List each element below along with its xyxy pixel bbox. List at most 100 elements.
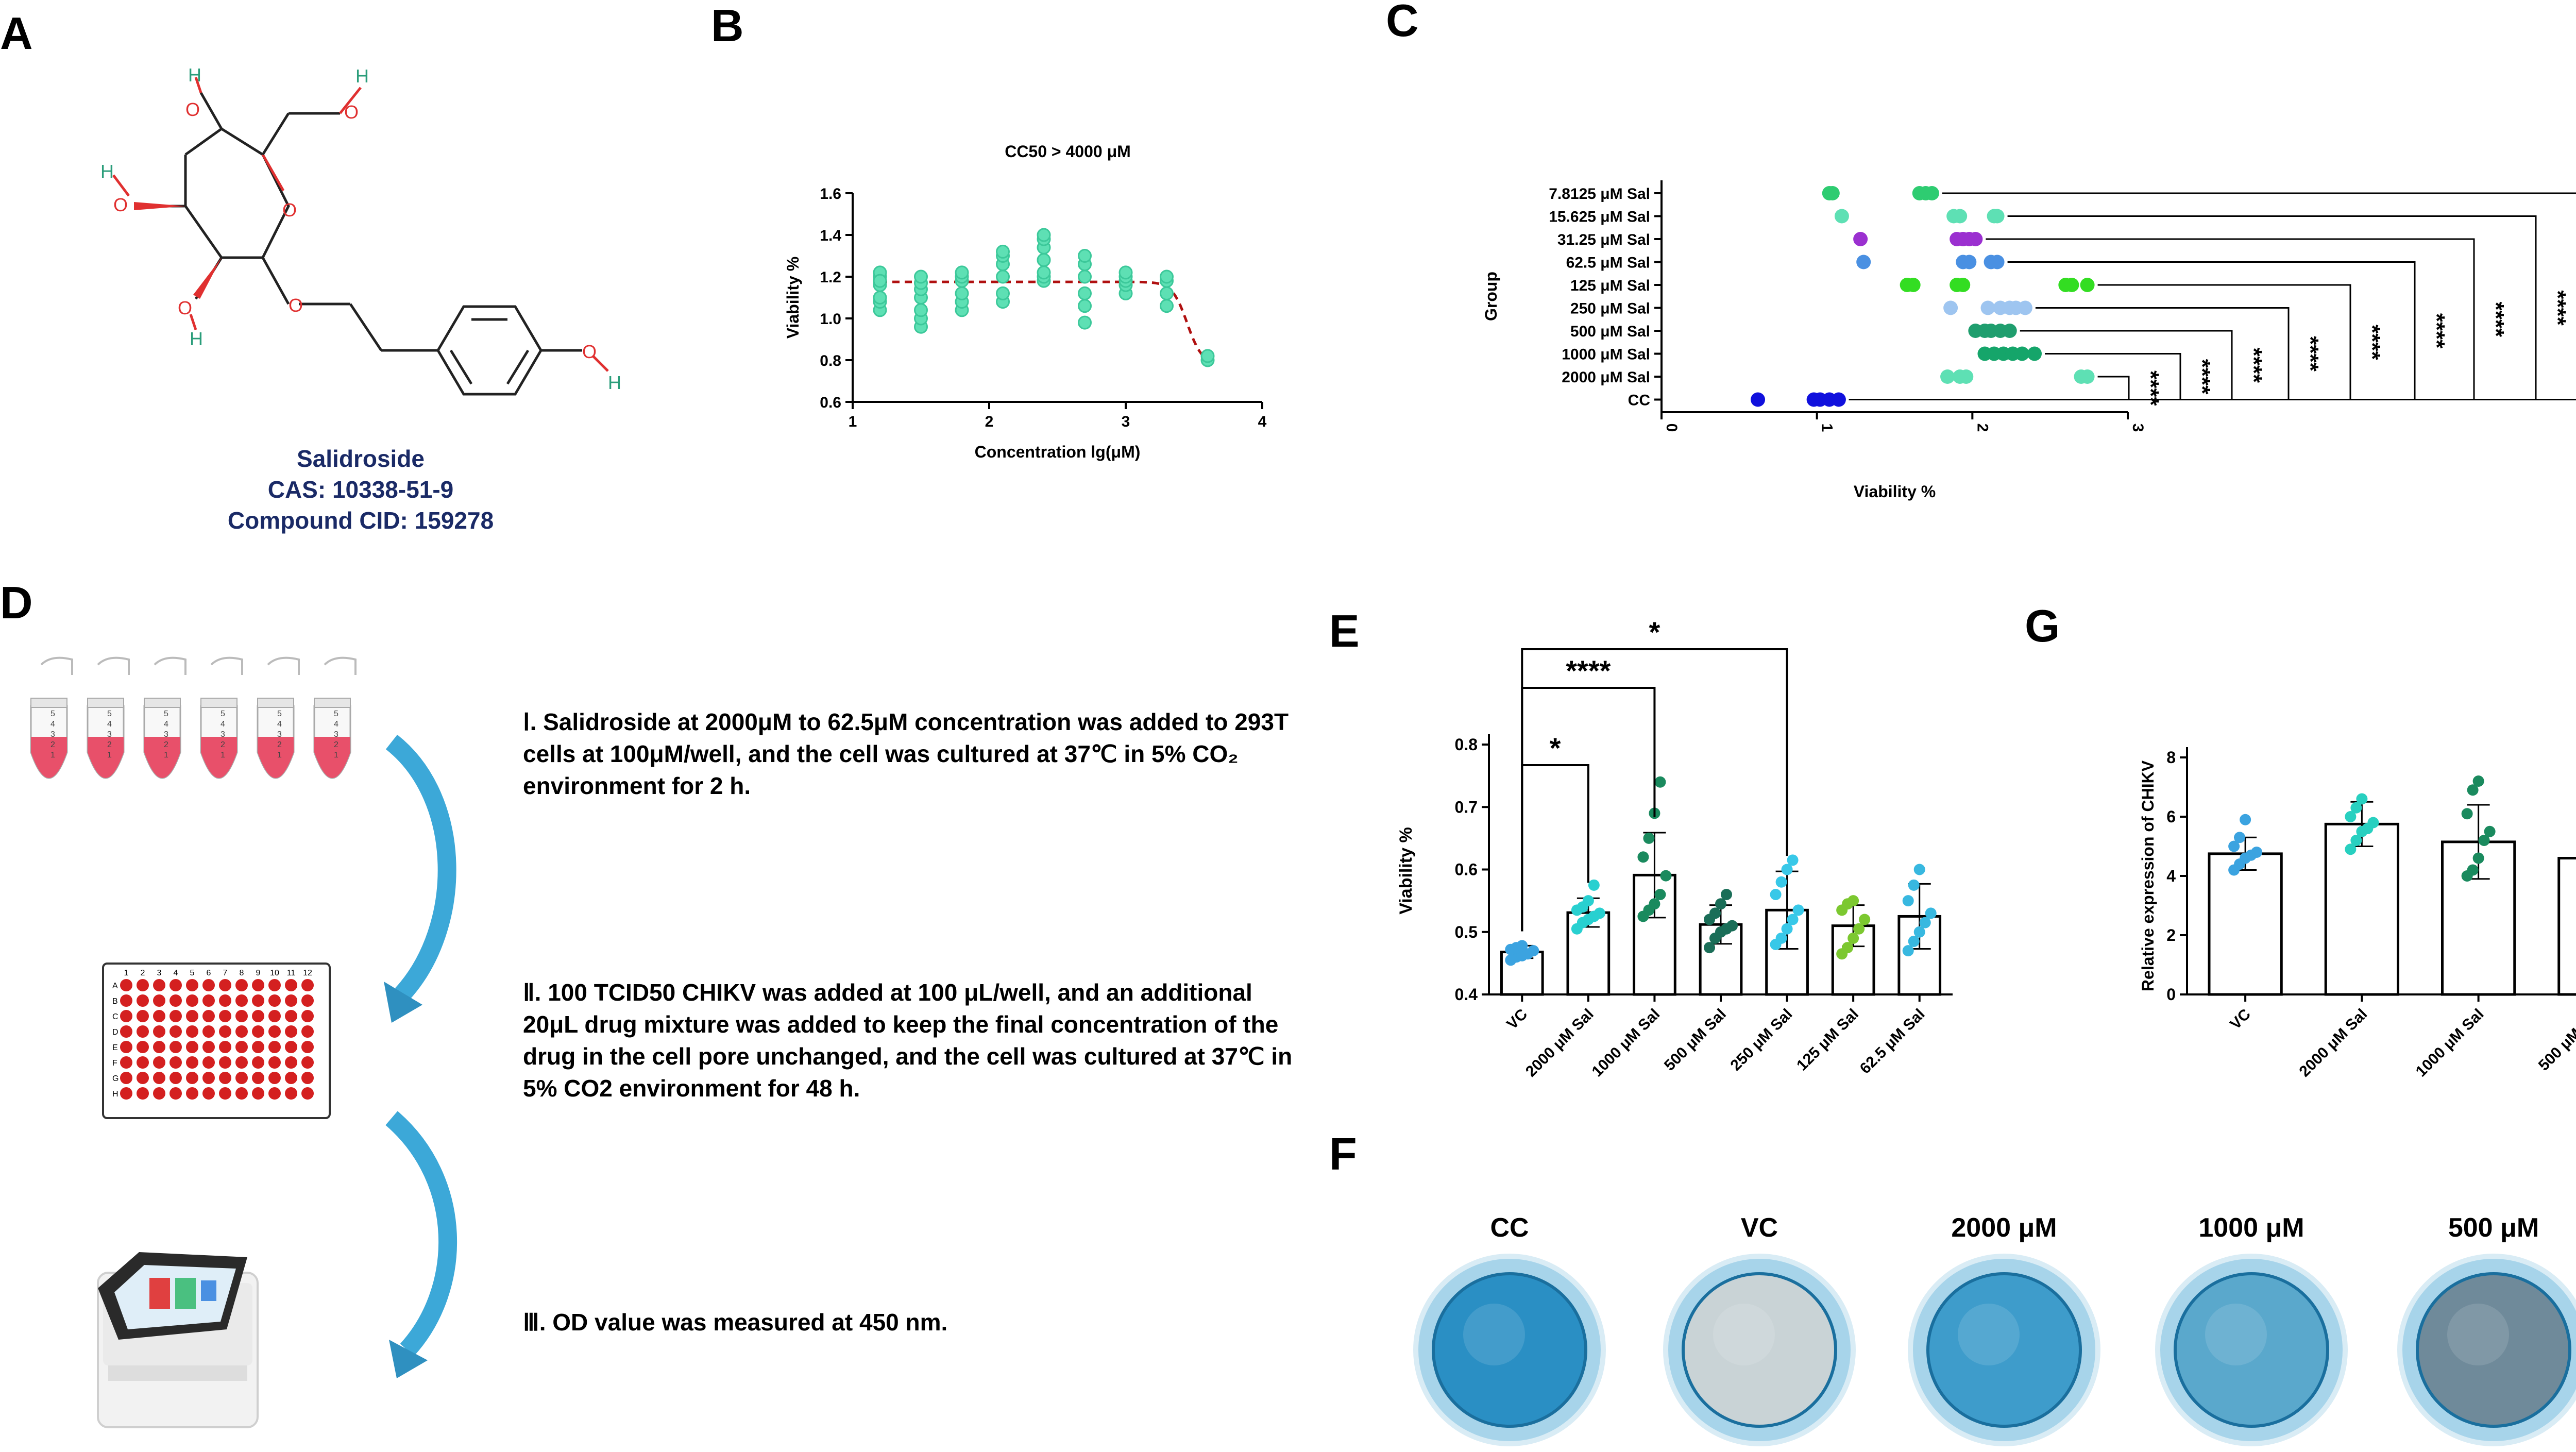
panelE-data-point: [1775, 876, 1787, 888]
f-well-highlight: [2205, 1304, 2267, 1365]
plate-well: [219, 979, 231, 991]
panelE-data-point: [1715, 898, 1726, 910]
plate-row-label: F: [112, 1059, 117, 1068]
panelG-bar: [2324, 822, 2400, 996]
f-well-highlight: [1463, 1304, 1525, 1365]
plate-well: [137, 1087, 149, 1100]
b-data-point: [873, 291, 887, 305]
plate-well: [301, 1056, 314, 1069]
c-data-point: [2027, 346, 2042, 361]
plate-well: [285, 1056, 297, 1069]
panel-b-cc50-chart: CC50 > 4000 μM 0.6 0.8 1.0 1.2 1.4 1.6 1 2 3 4 Conc…: [784, 142, 1267, 461]
f-well-inner: [2416, 1272, 2571, 1428]
panelE-data-point: [1859, 914, 1871, 925]
f-image-label: CC: [1490, 1213, 1529, 1243]
c-sig-bracket: [1849, 376, 2130, 400]
tube-mark: 1: [334, 751, 338, 759]
c-sig-label: ****: [2298, 336, 2323, 372]
panelG-data-point: [2234, 832, 2246, 843]
plate-well: [219, 1010, 231, 1022]
panelG-data-point: [2350, 802, 2362, 814]
plate-well: [186, 1041, 198, 1053]
plate-well: [285, 1072, 297, 1084]
plate-well: [153, 1025, 165, 1038]
glycosidic-bond: [261, 257, 290, 305]
c-data-point: [1968, 232, 1983, 246]
protocol-step-1: Ⅰ. Salidroside at 2000μM to 62.5μM conce…: [523, 708, 1289, 799]
panelE-data-point: [1848, 895, 1859, 907]
plate-well: [252, 1072, 264, 1084]
tube-rim: [314, 698, 351, 708]
plate-well: [153, 1087, 165, 1100]
plate-well: [153, 1010, 165, 1022]
plate-well: [285, 979, 297, 991]
panel-label-b: B: [711, 0, 744, 51]
panelG-ytick-label: 0: [2166, 985, 2176, 1004]
b-xlabel: Concentration lg(μM): [975, 443, 1141, 461]
plate-well: [153, 994, 165, 1007]
panelG-data-point: [2472, 852, 2484, 864]
atom-h-2: H: [355, 65, 369, 87]
plate-row-label: E: [112, 1043, 118, 1052]
protocol-step-2: Ⅱ. 100 TCID50 CHIKV was added at 100 μL/…: [523, 979, 1293, 1102]
plate-well: [137, 1072, 149, 1084]
panel-label-e: E: [1329, 605, 1360, 656]
b-data-point: [914, 303, 928, 317]
panelE-data-point: [1853, 923, 1865, 935]
c-group-label: 1000 μM Sal: [1562, 346, 1650, 363]
b-data-point: [1037, 228, 1051, 242]
plate-well: [268, 979, 281, 991]
plate-well: [120, 1010, 132, 1022]
plate-well: [202, 1025, 215, 1038]
tube-mark: 5: [334, 710, 338, 718]
c-xtick-label: 3: [2129, 424, 2146, 432]
b-ytick-label: 1.0: [820, 311, 841, 328]
plate-well: [137, 1056, 149, 1069]
tube-rim: [87, 698, 124, 708]
plate-well: [137, 979, 149, 991]
plate-well: [186, 1010, 198, 1022]
b-ytick-label: 0.6: [820, 394, 841, 411]
tube-cap: [97, 656, 130, 675]
tube-rim: [144, 698, 181, 708]
oh-bond-2: [199, 92, 223, 130]
plate-well: [252, 1056, 264, 1069]
panelG-category-label: VC: [2227, 1006, 2254, 1033]
panelE-data-point: [1528, 945, 1539, 957]
plate-well: [252, 1025, 264, 1038]
panelE-data-point: [1913, 864, 1925, 875]
b-data-point: [873, 274, 887, 288]
panel-g-bar-chart: 0 2 4 6 8 VC 2000 μM Sal 1000 μM Sal 500 μM Sal R…: [2139, 747, 2576, 1080]
c-data-point: [2018, 300, 2032, 315]
plate-row-label: H: [112, 1090, 118, 1099]
pyranose-ring: [184, 127, 290, 259]
e-sig-label: ****: [1566, 654, 1611, 687]
plate-well: [219, 994, 231, 1007]
c-data-point: [1906, 278, 1921, 292]
c-group-label: 7.8125 μM Sal: [1549, 185, 1650, 202]
plate-well: [153, 1072, 165, 1084]
c-data-point: [1853, 232, 1868, 246]
panelE-ytick-label: 0.7: [1455, 798, 1478, 816]
panelE-ytick-label: 0.8: [1455, 735, 1478, 754]
b-data-point: [996, 244, 1010, 259]
plate-well: [268, 1056, 281, 1069]
panel-label-c: C: [1386, 0, 1419, 46]
plate-well: [252, 1087, 264, 1100]
f-well-inner: [1682, 1272, 1837, 1428]
tube-mark: 3: [334, 730, 338, 739]
tube-cap: [210, 656, 243, 675]
c-xtick-label: 1: [1819, 424, 1836, 432]
plate-well: [252, 979, 264, 991]
plate-col-label: 2: [141, 969, 145, 977]
panelE-category-label: 1000 μM Sal: [1589, 1006, 1664, 1080]
tube-mark: 2: [334, 740, 338, 749]
c-data-point: [1924, 186, 1939, 200]
f-well-highlight: [2447, 1304, 2509, 1365]
c-sig-label: ****: [2138, 370, 2163, 406]
panelG-data-point: [2484, 825, 2496, 837]
b-ytick-label: 1.2: [820, 269, 841, 286]
